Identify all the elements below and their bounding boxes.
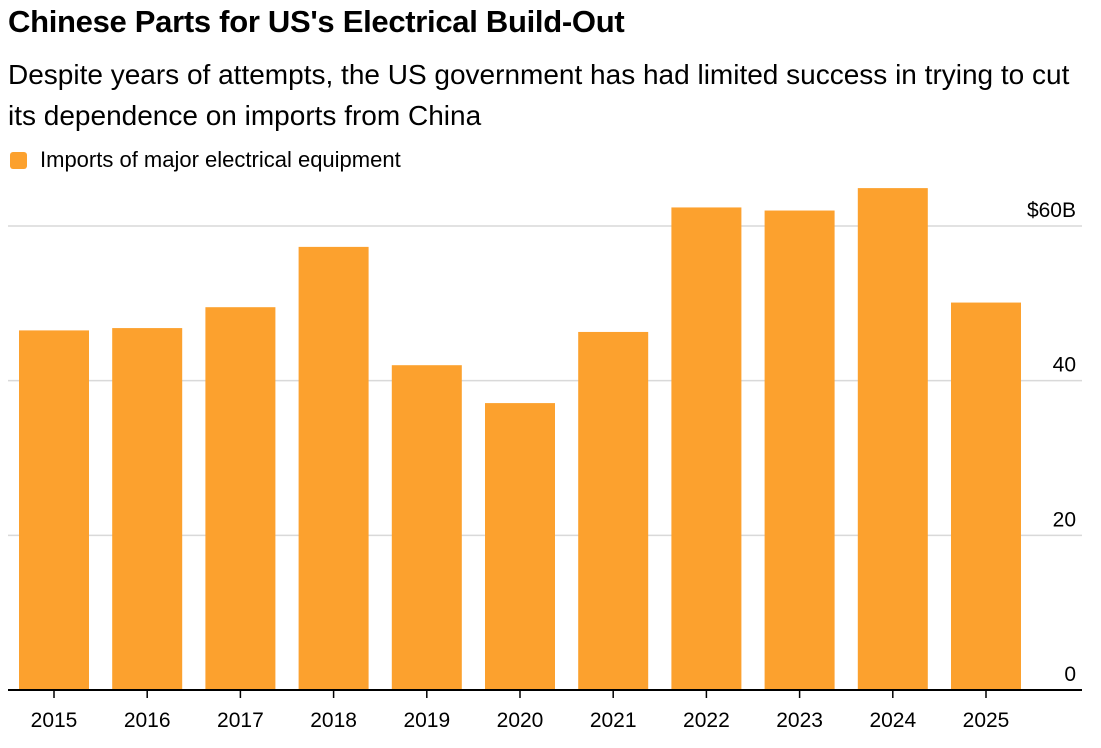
bar-2020: [485, 403, 555, 690]
legend: Imports of major electrical equipment: [10, 146, 401, 174]
x-tick-label: 2021: [590, 709, 637, 732]
x-tick-label: 2016: [124, 709, 171, 732]
legend-swatch: [10, 151, 27, 169]
x-tick-label: 2018: [310, 709, 357, 732]
bar-2016: [112, 328, 183, 690]
y-tick-label: 40: [1053, 354, 1076, 377]
bar-2015: [19, 330, 89, 690]
bar-2022: [671, 207, 742, 690]
x-tick-label: 2024: [869, 709, 916, 732]
x-tick-label: 2019: [403, 709, 450, 732]
y-tick-label: 20: [1053, 508, 1076, 531]
x-tick-label: 2015: [31, 709, 78, 732]
bar-2018: [298, 246, 369, 690]
x-tick-label: 2017: [217, 709, 264, 732]
bar-2024: [857, 188, 928, 690]
chart-subtitle: Despite years of attempts, the US govern…: [8, 59, 1070, 131]
x-tick-label: 2022: [683, 709, 730, 732]
bar-2017: [205, 307, 276, 690]
bar-2023: [764, 210, 835, 691]
bar-2021: [578, 331, 649, 690]
chart-title: Chinese Parts for US's Electrical Build-…: [8, 4, 625, 39]
bar-2019: [391, 365, 462, 690]
x-tick-label: 2020: [497, 709, 544, 732]
y-tick-label: 0: [1064, 663, 1076, 686]
bar-2025: [951, 302, 1021, 690]
x-tick-label: 2023: [776, 709, 823, 732]
x-tick-label: 2025: [963, 709, 1010, 732]
legend-label: Imports of major electrical equipment: [40, 147, 401, 172]
y-tick-label: $60B: [1027, 199, 1076, 222]
